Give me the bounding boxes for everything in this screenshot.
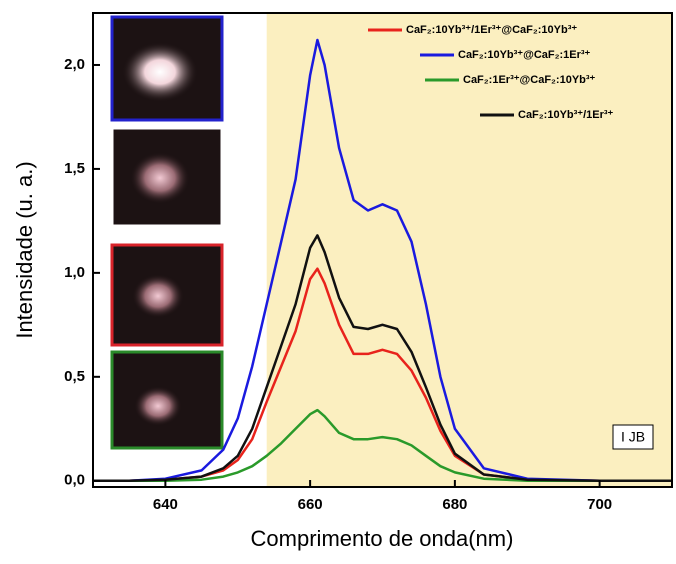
x-tick-label: 640 [153,496,178,513]
insets [110,15,224,450]
series-line [93,234,672,483]
badge: I JB [621,429,645,445]
badge-box [612,424,654,450]
series-line [93,408,672,483]
x-tick-label: 680 [442,496,467,513]
x-tick-label: 660 [298,496,323,513]
glow-spot [132,274,184,318]
y-tick-label: 0,5 [64,368,85,385]
y-tick-label: 0,0 [64,472,85,489]
glow-spot [134,386,182,426]
legend-label: CaF₂:1Er³⁺@CaF₂:10Yb³⁺ [463,74,596,86]
glow-spot [130,152,190,204]
y-tick-label: 1,0 [64,264,85,281]
axes-frame [92,12,673,488]
x-axis-title: Comprimento de onda(nm) [251,526,514,551]
y-axis-title: Intensidade (u. a.) [12,161,37,338]
y-tick-label: 1,5 [64,160,85,177]
x-tick-label: 700 [587,496,612,513]
series-line [93,38,672,483]
plot-area [93,38,672,483]
y-tick-label: 2,0 [64,56,85,73]
highlight-band [266,13,672,487]
legend-label: CaF₂:10Yb³⁺@CaF₂:1Er³⁺ [458,49,591,61]
legend-label: CaF₂:10Yb³⁺/1Er³⁺ [518,109,614,121]
glow-spot [122,42,198,102]
legend-label: CaF₂:10Yb³⁺/1Er³⁺@CaF₂:10Yb³⁺ [406,24,577,36]
